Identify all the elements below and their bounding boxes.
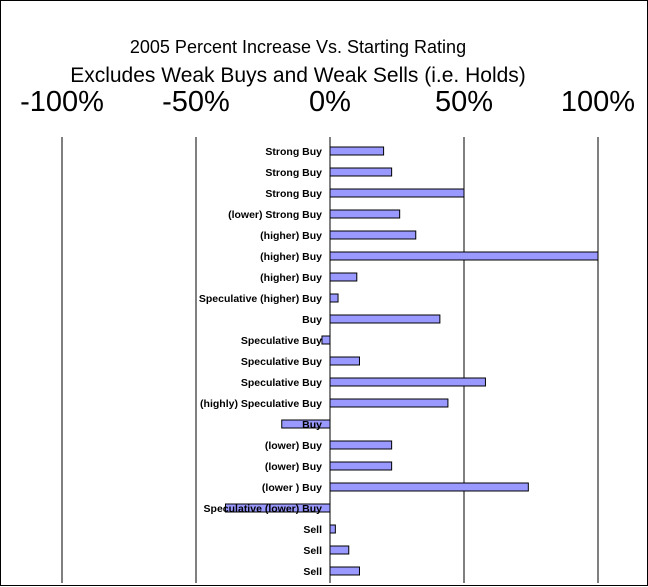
- x-tick-label: 0%: [309, 86, 351, 118]
- bar: [329, 146, 385, 156]
- category-label: Speculative (lower) Buy: [204, 503, 323, 515]
- bar: [329, 377, 486, 387]
- bar: [329, 293, 339, 303]
- bar: [329, 398, 449, 408]
- x-axis: -100% -50% 0% 50% 100%: [20, 86, 635, 118]
- x-tick-label: 50%: [435, 86, 493, 118]
- bar: [224, 503, 331, 513]
- x-tick-label: 100%: [561, 86, 635, 118]
- category-label: (lower) Strong Buy: [228, 209, 322, 221]
- category-label: (higher) Buy: [260, 230, 322, 242]
- bar: [329, 272, 358, 282]
- category-label: Strong Buy: [265, 167, 322, 179]
- category-label: (lower ) Buy: [262, 482, 322, 494]
- bar: [329, 356, 360, 366]
- x-tick-label: -100%: [20, 86, 104, 118]
- category-label: Speculative Buy: [241, 377, 322, 389]
- category-label: Speculative (higher) Buy: [199, 293, 322, 305]
- category-label: Sell: [303, 545, 322, 557]
- bar: [281, 419, 331, 429]
- category-label: Sell: [303, 566, 322, 578]
- bar: [329, 230, 417, 240]
- bar: [329, 566, 360, 576]
- bar: [329, 167, 393, 177]
- category-label: (highly) Speculative Buy: [200, 398, 322, 410]
- category-label: (higher) Buy: [260, 272, 322, 284]
- category-label: Speculative Buy: [241, 356, 322, 368]
- bar: [329, 188, 465, 198]
- category-label: Strong Buy: [265, 146, 322, 158]
- bar: [329, 209, 401, 219]
- category-label: (lower) Buy: [265, 461, 322, 473]
- category-label: (higher) Buy: [260, 251, 322, 263]
- chart-title: 2005 Percent Increase Vs. Starting Ratin…: [130, 37, 466, 57]
- x-tick-label: -50%: [162, 86, 230, 118]
- category-label: (lower) Buy: [265, 440, 322, 452]
- category-label: Buy: [302, 419, 322, 431]
- category-label: Buy: [302, 314, 322, 326]
- category-label: Sell: [303, 524, 322, 536]
- bar: [329, 461, 393, 471]
- category-labels: Strong Buy Strong Buy Strong Buy (lower) St…: [199, 146, 322, 578]
- category-label: Speculative Buy: [241, 335, 322, 347]
- bar: [329, 440, 393, 450]
- chart-subtitle: Excludes Weak Buys and Weak Sells (i.e. …: [70, 64, 526, 87]
- bar: [321, 335, 331, 345]
- bars: [224, 146, 599, 576]
- bar: [329, 524, 336, 534]
- category-label: Strong Buy: [265, 188, 322, 200]
- bar: [329, 545, 350, 555]
- bar: [329, 251, 599, 261]
- bar: [329, 314, 441, 324]
- bar: [329, 482, 529, 492]
